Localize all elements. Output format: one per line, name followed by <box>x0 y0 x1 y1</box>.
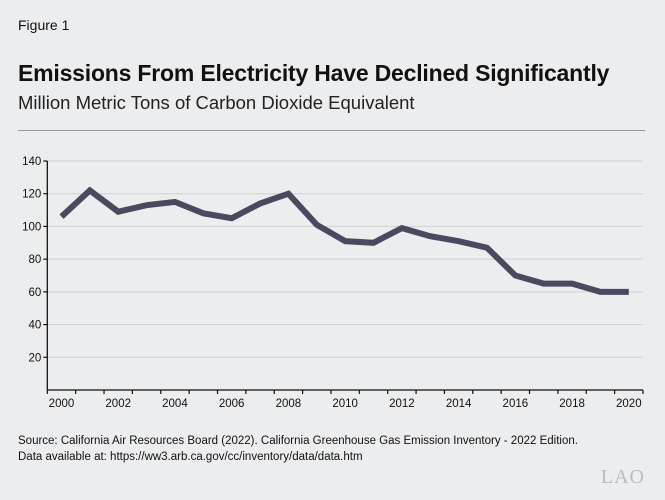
y-tick-label: 100 <box>22 221 41 233</box>
x-tick-label: 2012 <box>389 398 415 410</box>
y-tick-label: 120 <box>22 189 41 201</box>
source-note: Source: California Air Resources Board (… <box>18 433 578 465</box>
x-tick-label: 2004 <box>162 398 188 410</box>
x-tick-label: 2016 <box>503 398 529 410</box>
chart-title: Emissions From Electricity Have Declined… <box>18 60 610 86</box>
y-tick-label: 40 <box>29 320 42 332</box>
y-tick-label: 60 <box>29 287 42 299</box>
y-tick-label: 140 <box>22 156 41 168</box>
x-tick-label: 2006 <box>219 398 245 410</box>
x-tick-label: 2008 <box>276 398 302 410</box>
x-tick-label: 2000 <box>49 398 75 410</box>
x-tick-label: 2010 <box>332 398 358 410</box>
y-tick-label: 80 <box>29 254 42 266</box>
source-text: Source: California Air Resources Board (… <box>18 435 578 447</box>
chart-subtitle: Million Metric Tons of Carbon Dioxide Eq… <box>18 92 415 113</box>
x-tick-label: 2002 <box>105 398 131 410</box>
y-tick-label: 20 <box>29 352 42 364</box>
data-availability-text: Data available at: https://ww3.arb.ca.go… <box>18 451 363 463</box>
x-tick-label: 2018 <box>559 398 585 410</box>
x-tick-label: 2020 <box>616 398 642 410</box>
x-tick-label: 2014 <box>446 398 472 410</box>
title-divider <box>18 130 645 131</box>
lao-logo: LAO <box>600 466 645 488</box>
figure-label: Figure 1 <box>18 17 70 33</box>
